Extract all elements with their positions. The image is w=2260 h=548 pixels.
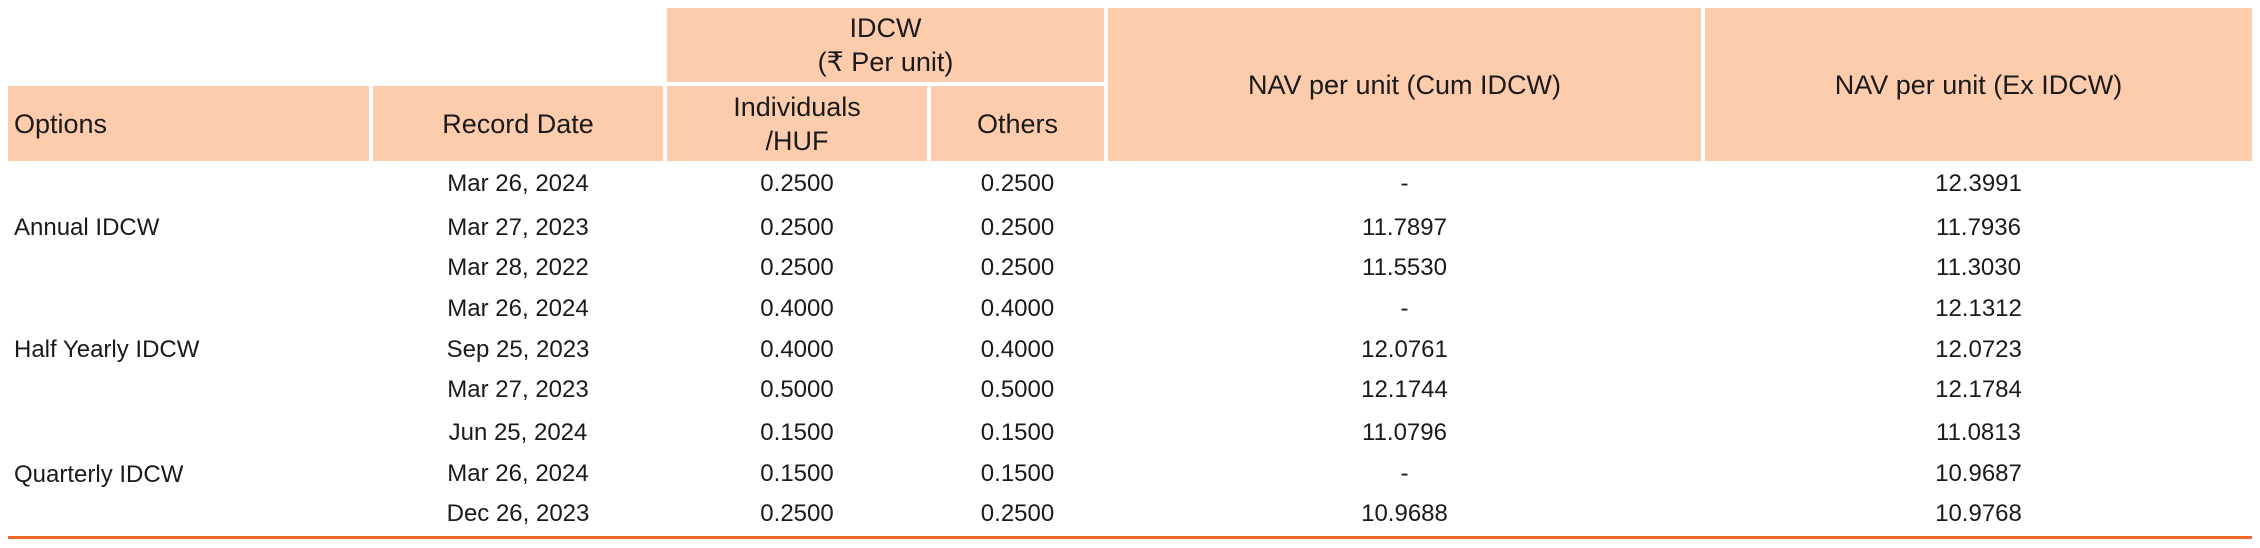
record-date-cell: Mar 26, 2024	[447, 460, 589, 487]
nav-ex-cell: 12.1784	[1935, 376, 2022, 403]
record-date-cell: Jun 25, 2024	[448, 419, 588, 446]
option-label: Annual IDCW	[14, 214, 160, 241]
nav-ex-cell: 12.1312	[1935, 295, 2022, 322]
option-label: Half Yearly IDCW	[14, 336, 200, 363]
individuals-huf-cell: 0.2500	[760, 214, 834, 241]
nav-cum-cell: 10.9688	[1361, 500, 1448, 527]
others-cell: 0.2500	[980, 254, 1055, 281]
record-date-cell: Mar 26, 2024	[447, 170, 589, 197]
record-date-cell: Sep 25, 2023	[446, 336, 590, 363]
header-nav-cum-label: NAV per unit (Cum IDCW)	[1247, 69, 1562, 100]
others-cell: 0.1500	[980, 419, 1055, 446]
individuals-huf-cell: 0.4000	[760, 336, 834, 363]
nav-cum-cell: 11.0796	[1362, 419, 1447, 446]
others-cell: 0.1500	[980, 460, 1055, 487]
nav-ex-cell: 11.0813	[1936, 419, 2021, 446]
nav-cum-cell: -	[1400, 460, 1409, 487]
nav-ex-cell: 12.3991	[1935, 170, 2022, 197]
individuals-huf-cell: 0.1500	[760, 460, 834, 487]
individuals-huf-cell: 0.4000	[760, 295, 834, 322]
others-cell: 0.2500	[980, 500, 1055, 527]
others-cell: 0.5000	[980, 376, 1055, 403]
header-idcw-unit: (₹ Per unit)	[817, 47, 954, 77]
header-nav-cum: NAV per unit (Cum IDCW)	[1108, 8, 1701, 161]
record-date-cell: Mar 27, 2023	[447, 214, 589, 241]
others-cell: 0.2500	[980, 214, 1055, 241]
header-nav-ex-label: NAV per unit (Ex IDCW)	[1834, 69, 2123, 100]
bottom-divider	[8, 536, 2252, 539]
header-record-date-label: Record Date	[442, 108, 594, 139]
nav-ex-cell: 12.0723	[1935, 336, 2022, 363]
option-label: Quarterly IDCW	[14, 461, 184, 488]
others-cell: 0.4000	[980, 295, 1055, 322]
header-individuals-huf: Individuals /HUF	[667, 86, 927, 161]
nav-cum-cell: -	[1400, 170, 1409, 197]
header-huf-label: /HUF	[765, 125, 829, 156]
individuals-huf-cell: 0.2500	[760, 170, 834, 197]
header-idcw: IDCW (₹ Per unit)	[667, 8, 1104, 82]
nav-ex-cell: 11.7936	[1936, 214, 2021, 241]
header-options: Options	[8, 86, 369, 161]
nav-cum-cell: 12.1744	[1361, 376, 1448, 403]
header-idcw-label: IDCW	[849, 13, 922, 43]
header-nav-ex: NAV per unit (Ex IDCW)	[1705, 8, 2252, 161]
individuals-huf-cell: 0.5000	[760, 376, 834, 403]
nav-ex-cell: 11.3030	[1936, 254, 2021, 281]
nav-cum-cell: 11.7897	[1362, 214, 1447, 241]
header-others-label: Others	[976, 108, 1059, 139]
nav-cum-cell: 11.5530	[1362, 254, 1447, 281]
others-cell: 0.4000	[980, 336, 1055, 363]
individuals-huf-cell: 0.2500	[760, 254, 834, 281]
individuals-huf-cell: 0.2500	[760, 500, 834, 527]
nav-ex-cell: 10.9687	[1935, 460, 2022, 487]
header-individuals-label: Individuals	[733, 91, 861, 122]
nav-cum-cell: 12.0761	[1361, 336, 1448, 363]
others-cell: 0.2500	[980, 170, 1055, 197]
record-date-cell: Dec 26, 2023	[446, 500, 590, 527]
nav-ex-cell: 10.9768	[1935, 500, 2022, 527]
individuals-huf-cell: 0.1500	[760, 419, 834, 446]
record-date-cell: Mar 28, 2022	[447, 254, 589, 281]
record-date-cell: Mar 26, 2024	[447, 295, 589, 322]
header-options-label: Options	[14, 108, 108, 139]
header-record-date: Record Date	[373, 86, 663, 161]
header-others: Others	[931, 86, 1104, 161]
nav-cum-cell: -	[1400, 295, 1409, 322]
record-date-cell: Mar 27, 2023	[447, 376, 589, 403]
